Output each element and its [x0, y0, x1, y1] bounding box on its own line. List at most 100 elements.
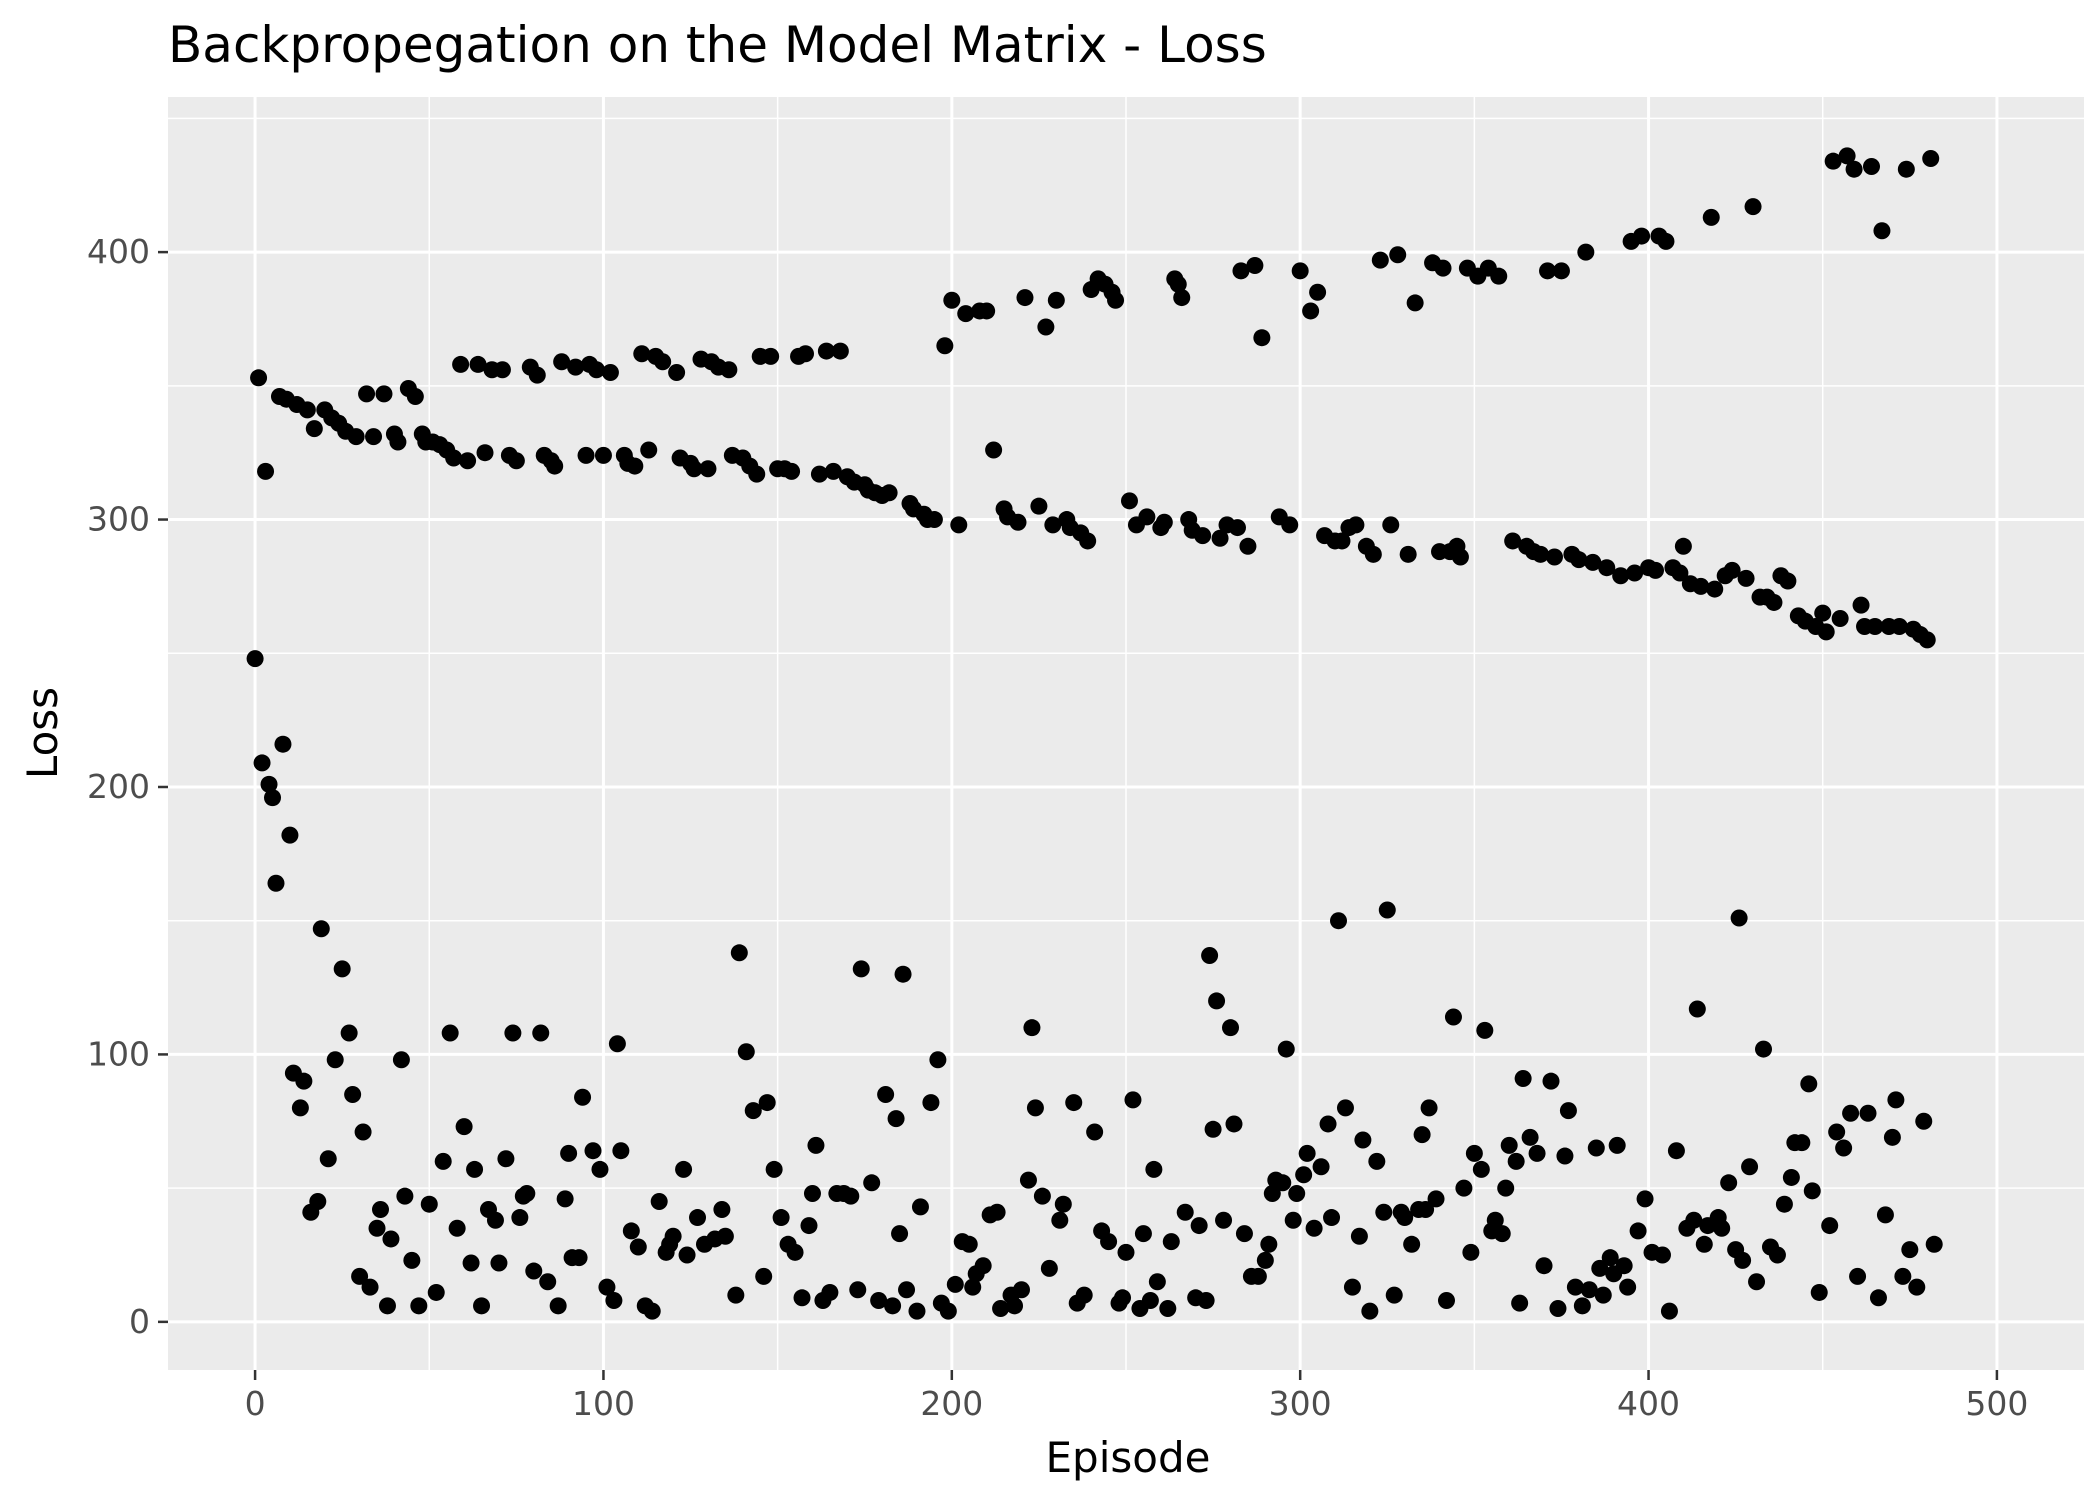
data-point — [1817, 623, 1835, 641]
data-point — [392, 1051, 410, 1069]
data-point — [1277, 1040, 1295, 1058]
data-point — [1490, 267, 1508, 285]
data-point — [1542, 1072, 1560, 1090]
data-point — [1779, 572, 1797, 590]
data-point — [1204, 1120, 1222, 1138]
x-tick-label: 100 — [572, 1384, 635, 1423]
data-point — [1159, 1299, 1177, 1317]
data-point — [608, 1035, 626, 1053]
data-point — [493, 361, 511, 379]
data-point — [783, 462, 801, 480]
data-point — [1782, 1168, 1800, 1186]
data-point — [476, 444, 494, 462]
y-tick-label: 300 — [87, 500, 150, 539]
data-point — [1444, 1008, 1462, 1026]
data-point — [936, 337, 954, 355]
data-point — [532, 1024, 550, 1042]
data-point — [1173, 289, 1191, 307]
data-point — [1793, 1134, 1811, 1152]
x-axis-title: Episode — [1046, 1433, 1211, 1482]
data-point — [1532, 545, 1550, 563]
data-point — [466, 1160, 484, 1178]
data-point — [824, 462, 842, 480]
x-tick-label: 300 — [1269, 1384, 1332, 1423]
data-point — [1570, 551, 1588, 569]
data-point — [546, 457, 564, 475]
data-point — [1838, 147, 1856, 165]
data-point — [1323, 1209, 1341, 1227]
data-point — [1312, 1158, 1330, 1176]
data-point — [253, 754, 271, 772]
data-point — [1720, 1174, 1738, 1192]
data-point — [1765, 593, 1783, 611]
data-point — [664, 1227, 682, 1245]
data-point — [340, 1024, 358, 1042]
data-point — [831, 342, 849, 360]
data-point — [382, 1230, 400, 1248]
data-point — [1124, 1091, 1142, 1109]
data-point — [305, 420, 323, 438]
x-tick-label: 200 — [920, 1384, 983, 1423]
data-point — [539, 1273, 557, 1291]
data-point — [553, 353, 571, 371]
data-point — [1274, 1174, 1292, 1192]
data-point — [629, 1238, 647, 1256]
data-point — [985, 441, 1003, 459]
data-point — [852, 960, 870, 978]
data-point — [1744, 198, 1762, 216]
data-point — [1284, 1211, 1302, 1229]
data-point — [295, 1072, 313, 1090]
data-point — [1768, 1246, 1786, 1264]
data-point — [1873, 222, 1891, 240]
y-tick-label: 400 — [87, 232, 150, 271]
data-point — [922, 1094, 940, 1112]
data-point — [1403, 1235, 1421, 1253]
data-point — [1545, 548, 1563, 566]
data-point — [257, 462, 275, 480]
chart-title: Backpropegation on the Model Matrix - Lo… — [168, 16, 1267, 74]
data-point — [880, 484, 898, 502]
data-point — [884, 1297, 902, 1315]
data-point — [365, 428, 383, 446]
data-point — [678, 1246, 696, 1264]
data-point — [1539, 262, 1557, 280]
data-point — [375, 385, 393, 403]
data-point — [1330, 912, 1348, 930]
data-point — [1925, 1235, 1943, 1253]
data-point — [1633, 227, 1651, 245]
data-point — [1006, 1297, 1024, 1315]
data-point — [511, 1209, 529, 1227]
data-point — [964, 1278, 982, 1296]
data-point — [1420, 1099, 1438, 1117]
data-point — [1455, 1179, 1473, 1197]
y-axis: 0 100 200 300 400 — [87, 232, 168, 1341]
data-point — [748, 465, 766, 483]
data-point — [1908, 1278, 1926, 1296]
data-point — [793, 1289, 811, 1307]
data-point — [1437, 1291, 1455, 1309]
minor-gridlines — [168, 97, 2084, 1370]
data-point — [1190, 1217, 1208, 1235]
data-point — [1012, 1281, 1030, 1299]
data-point — [887, 1110, 905, 1128]
data-point — [1145, 1160, 1163, 1178]
data-point — [894, 965, 912, 983]
data-point — [1549, 1299, 1567, 1317]
data-point — [1504, 532, 1522, 550]
data-point — [1566, 1278, 1584, 1296]
data-point — [713, 1201, 731, 1219]
data-point — [1915, 1112, 1933, 1130]
data-point — [1302, 302, 1320, 320]
data-point — [598, 1278, 616, 1296]
data-point — [1824, 152, 1842, 170]
data-point — [1065, 1094, 1083, 1112]
data-point — [260, 775, 278, 793]
data-point — [1079, 532, 1097, 550]
data-point — [755, 1267, 773, 1285]
data-point — [1114, 1289, 1132, 1307]
data-point — [1389, 246, 1407, 264]
data-point — [1842, 1104, 1860, 1122]
data-point — [441, 1024, 459, 1042]
data-point — [420, 1195, 438, 1213]
